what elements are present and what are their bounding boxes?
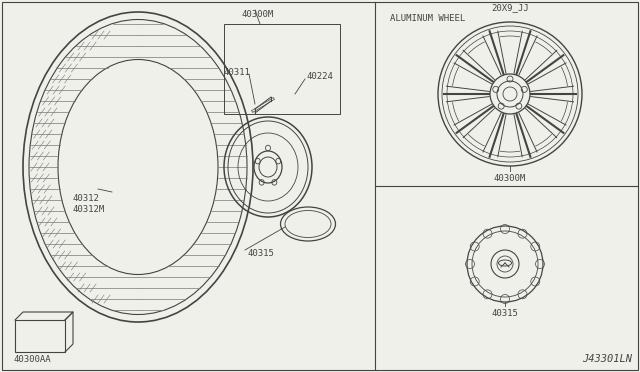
Text: 40300M: 40300M (242, 10, 275, 19)
Text: 40312
40312M: 40312 40312M (72, 194, 104, 214)
Text: 40315: 40315 (247, 250, 274, 259)
Bar (15, 320, 65, 352)
Text: 40311: 40311 (224, 67, 251, 77)
Text: J43301LN: J43301LN (582, 354, 632, 364)
Text: 40224: 40224 (307, 71, 334, 80)
Text: 40300AA: 40300AA (13, 355, 51, 364)
Bar (224, 24, 340, 114)
Text: ALUMINUM WHEEL: ALUMINUM WHEEL (390, 14, 465, 23)
Text: 40315: 40315 (492, 309, 518, 318)
Text: 40300M: 40300M (494, 174, 526, 183)
Text: 20X9_JJ: 20X9_JJ (491, 3, 529, 12)
